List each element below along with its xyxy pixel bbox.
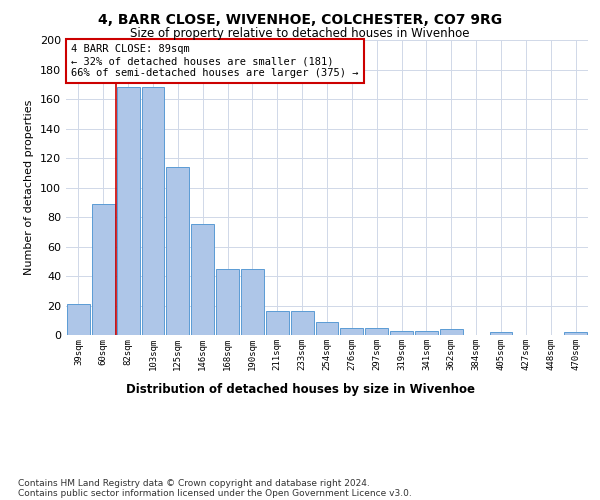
Bar	[291, 312, 314, 335]
Bar	[340, 328, 363, 335]
Bar	[241, 268, 264, 335]
Y-axis label: Number of detached properties: Number of detached properties	[25, 100, 34, 275]
Bar	[415, 330, 438, 335]
Bar	[266, 312, 289, 335]
Bar	[316, 322, 338, 335]
Bar	[117, 87, 140, 335]
Bar	[216, 268, 239, 335]
Bar	[92, 204, 115, 335]
Text: 4, BARR CLOSE, WIVENHOE, COLCHESTER, CO7 9RG: 4, BARR CLOSE, WIVENHOE, COLCHESTER, CO7…	[98, 12, 502, 26]
Bar	[67, 304, 90, 335]
Bar	[365, 328, 388, 335]
Text: Size of property relative to detached houses in Wivenhoe: Size of property relative to detached ho…	[130, 28, 470, 40]
Bar	[142, 87, 164, 335]
Text: Contains public sector information licensed under the Open Government Licence v3: Contains public sector information licen…	[18, 488, 412, 498]
Bar	[490, 332, 512, 335]
Text: Contains HM Land Registry data © Crown copyright and database right 2024.: Contains HM Land Registry data © Crown c…	[18, 478, 370, 488]
Bar	[440, 329, 463, 335]
Bar	[564, 332, 587, 335]
Text: 4 BARR CLOSE: 89sqm
← 32% of detached houses are smaller (181)
66% of semi-detac: 4 BARR CLOSE: 89sqm ← 32% of detached ho…	[71, 44, 359, 78]
Bar	[166, 167, 189, 335]
Bar	[390, 330, 413, 335]
Bar	[191, 224, 214, 335]
Text: Distribution of detached houses by size in Wivenhoe: Distribution of detached houses by size …	[125, 382, 475, 396]
